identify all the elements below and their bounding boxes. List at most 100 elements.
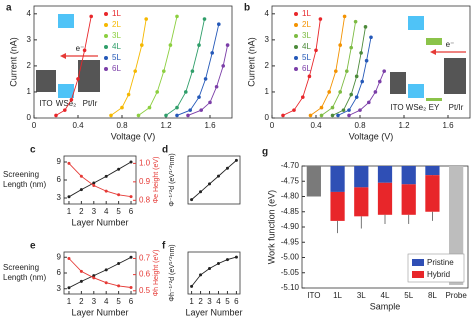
point [203,77,208,81]
point [186,113,190,118]
plot-frame [187,155,241,205]
point [126,92,131,97]
point [225,166,229,170]
legend-label: 5L [302,53,311,62]
y-tick-label: 4 [265,9,270,18]
inset-a: e⁻ ITO WSe₂ Pt/Ir [36,14,100,108]
y-axis-label: Screening [3,170,39,179]
series-line [68,256,132,289]
point [214,84,219,89]
point [190,69,195,73]
series-line [191,160,237,200]
ey-band [426,38,442,45]
x-tick-label: 5L [404,291,413,300]
series-line [110,18,147,116]
point [208,182,212,186]
inset-label: e⁻ [76,44,85,53]
legend-label: 3L [302,31,311,40]
legend-label: 2L [302,20,311,29]
point [92,274,96,278]
y2-tick-label: 0.9 [139,177,151,186]
point [338,90,343,94]
point [221,64,225,68]
inset-label: ITO [39,99,52,108]
legend-label: 2L [112,20,121,29]
point [188,108,192,112]
y2-tick-label: 1.0 [139,158,151,167]
point [360,79,365,84]
point [347,113,351,118]
series-line [348,70,385,116]
point [364,58,369,63]
x-tick-label: 6 [234,297,239,306]
x-tick-label: 0 [32,121,37,130]
point [199,273,203,277]
legend-marker [294,34,298,38]
y2-tick-label: 0.6 [139,270,151,279]
x-tick-label: 0.8 [354,121,366,130]
y-axis-label: Length (nm) [3,180,46,189]
legend-label: 6L [302,64,311,73]
point [358,108,362,112]
series-line [187,45,229,116]
y-axis-label: Current (nA) [246,37,256,87]
point [129,255,133,259]
bar [377,166,393,183]
point [334,69,338,73]
panel-label: b [244,3,250,14]
point [382,69,387,73]
point [336,113,340,118]
x-tick-label: 1L [333,291,342,300]
point [197,95,201,99]
x-tick-label: Probe [445,291,467,300]
point [63,108,67,112]
point [104,281,108,285]
arrow-head [60,53,66,59]
point [67,286,71,290]
y-tick-label: 0 [27,113,32,122]
point [133,69,137,73]
point [354,74,359,79]
y-axis-label: Screening [3,263,39,272]
legend-swatch [412,259,424,266]
series-line [310,16,346,116]
x-tick-label: 4 [104,207,109,216]
legend-marker [104,45,108,49]
point [330,113,335,118]
panel-label: f [162,241,166,252]
bar [425,175,440,212]
x-tick-label: 3 [92,207,97,216]
point [79,279,83,283]
x-tick-label: 5 [116,207,121,216]
arrow-head [430,49,436,55]
y-tick-label: 3 [27,35,32,44]
x-tick-label: 4 [104,297,109,306]
series-line [68,258,132,288]
x-tick-label: 5 [225,297,230,306]
point [234,255,238,259]
y-tick-label: -4.70 [281,161,300,170]
point [341,108,346,112]
point [217,22,221,27]
point [76,77,80,81]
x-tick-label: 8L [428,291,437,300]
x-tick-label: 0 [270,121,275,130]
y-axis-label: Length (nm) [3,273,46,282]
bar [377,182,393,215]
legend-label: 3L [112,31,121,40]
point [347,108,351,112]
y-tick-label: -4.80 [281,192,300,201]
point [109,113,113,118]
point [175,105,179,110]
point [144,17,148,21]
point [354,95,359,99]
point [184,90,188,94]
point [136,113,141,118]
point [92,276,96,280]
x-axis-label: Voltage (V) [349,131,394,141]
series-line [138,16,178,116]
y-tick-label: -4.75 [281,176,300,185]
point [199,108,203,112]
y-tick-label: 9 [57,252,62,261]
